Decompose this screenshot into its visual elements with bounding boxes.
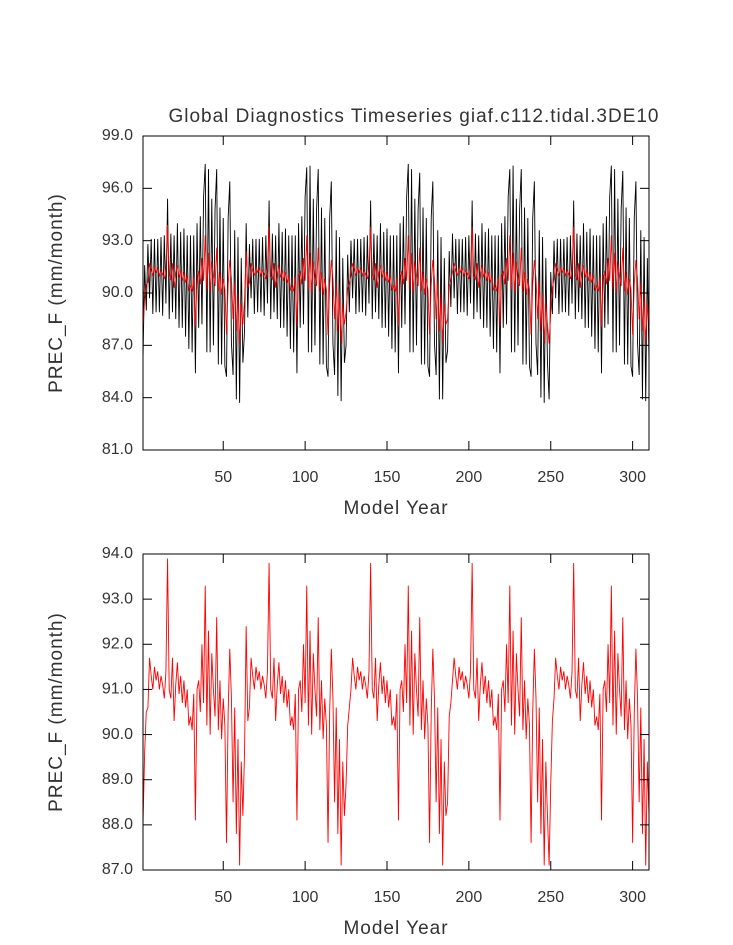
y-tick-label: 88.0 — [102, 816, 133, 833]
y-tick-label: 90.0 — [102, 726, 133, 743]
y-tick-label: 90.0 — [102, 284, 133, 301]
y-tick-label: 92.0 — [102, 636, 133, 653]
y-tick-label: 84.0 — [102, 389, 133, 406]
x-tick-label: 100 — [292, 889, 319, 906]
y-tick-label: 93.0 — [102, 590, 133, 607]
y-tick-label: 93.0 — [102, 232, 133, 249]
x-tick-label: 250 — [537, 469, 564, 486]
y-tick-label: 87.0 — [102, 861, 133, 878]
y-tick-label: 89.0 — [102, 771, 133, 788]
chart-title: Global Diagnostics Timeseries giaf.c112.… — [168, 106, 659, 127]
x-tick-label: 250 — [537, 889, 564, 906]
y-axis-label: PREC_F (mm/month) — [46, 612, 67, 812]
x-tick-label: 300 — [619, 469, 646, 486]
y-axis-label: PREC_F (mm/month) — [46, 193, 67, 393]
x-tick-label: 50 — [214, 889, 232, 906]
x-tick-label: 50 — [214, 469, 232, 486]
y-tick-label: 91.0 — [102, 681, 133, 698]
x-tick-label: 300 — [619, 889, 646, 906]
y-tick-label: 99.0 — [102, 127, 133, 144]
y-tick-label: 81.0 — [102, 441, 133, 458]
y-tick-label: 96.0 — [102, 180, 133, 197]
plot-frame — [142, 553, 650, 871]
x-tick-label: 100 — [292, 469, 319, 486]
x-tick-label: 150 — [374, 889, 401, 906]
x-tick-label: 150 — [374, 469, 401, 486]
x-axis-label: Model Year — [343, 498, 448, 519]
y-tick-label: 94.0 — [102, 545, 133, 562]
x-tick-label: 200 — [456, 469, 483, 486]
x-tick-label: 200 — [456, 889, 483, 906]
data-line — [142, 558, 650, 866]
y-tick-label: 87.0 — [102, 337, 133, 354]
x-axis-label: Model Year — [343, 918, 448, 939]
data-line — [142, 224, 650, 344]
